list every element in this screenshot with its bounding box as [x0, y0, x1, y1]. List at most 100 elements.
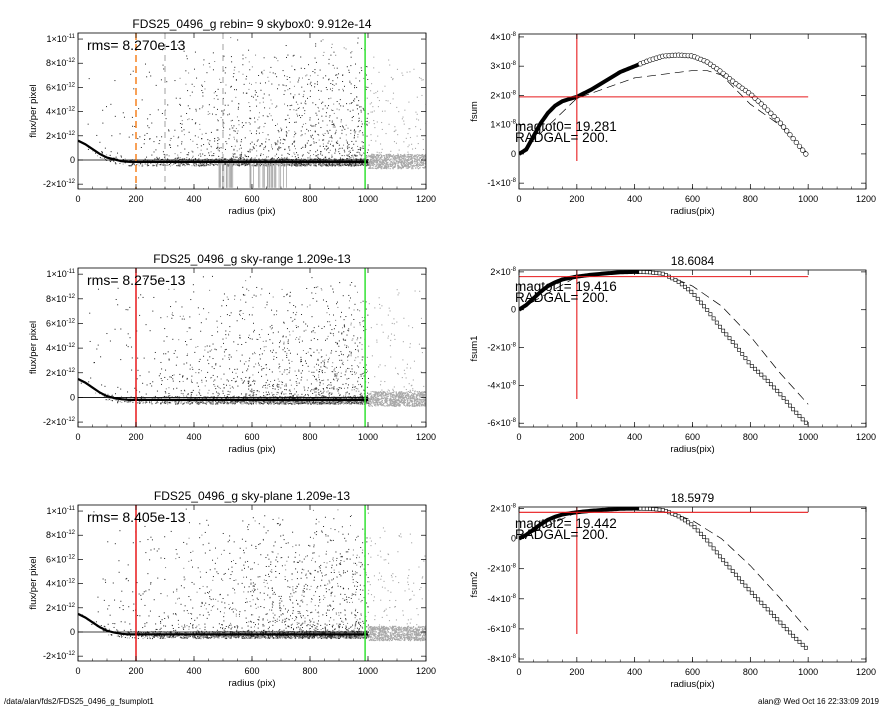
data-point: [181, 143, 183, 145]
data-point: [422, 155, 424, 157]
data-point: [385, 160, 387, 162]
data-point: [179, 157, 181, 159]
data-point: [239, 313, 241, 315]
data-point: [236, 164, 238, 166]
data-point: [139, 136, 141, 138]
data-point: [320, 153, 322, 155]
data-point: [307, 157, 309, 159]
data-point: [402, 166, 404, 168]
data-point: [397, 162, 399, 164]
data-point: [247, 162, 249, 164]
data-point: [261, 369, 263, 371]
data-point: [249, 82, 251, 84]
data-point: [276, 383, 278, 385]
data-point: [271, 148, 273, 150]
data-point: [277, 160, 279, 162]
data-point: [264, 147, 266, 149]
data-point: [332, 87, 334, 89]
data-point: [133, 163, 135, 165]
data-point: [335, 131, 337, 133]
data-point: [213, 106, 215, 108]
data-point: [387, 155, 389, 157]
data-point: [292, 320, 294, 322]
data-point: [229, 331, 231, 333]
data-point: [378, 163, 380, 165]
data-point: [262, 158, 264, 161]
data-point: [355, 130, 357, 132]
data-point: [392, 156, 394, 158]
data-point: [379, 161, 381, 163]
data-point: [158, 375, 160, 377]
data-point: [354, 85, 356, 87]
data-point: [397, 155, 400, 157]
data-point: [227, 165, 229, 167]
data-point: [339, 158, 341, 161]
data-point: [131, 163, 133, 166]
data-point: [270, 99, 272, 101]
data-point: [357, 351, 359, 353]
data-point: [226, 142, 228, 144]
data-point: [358, 131, 360, 133]
data-point: [336, 117, 338, 119]
data-point: [301, 77, 303, 79]
data-point: [238, 165, 240, 167]
data-point: [381, 166, 383, 168]
y-tick-label: 4×10-8: [490, 32, 516, 42]
data-point: [329, 88, 331, 90]
data-point: [323, 135, 325, 137]
data-point: [350, 102, 352, 104]
data-point: [359, 147, 361, 149]
data-point: [239, 157, 241, 159]
data-point: [390, 158, 392, 160]
data-point: [276, 163, 278, 165]
data-point: [416, 158, 418, 160]
data-point: [215, 158, 218, 160]
data-point: [289, 389, 291, 391]
data-point: [403, 155, 405, 157]
data-point: [323, 379, 325, 381]
data-point: [373, 110, 375, 112]
data-point: [244, 137, 246, 139]
data-point: [234, 89, 236, 91]
data-point: [338, 109, 340, 111]
data-point: [421, 164, 423, 166]
data-point: [279, 142, 281, 144]
data-point: [397, 160, 399, 162]
data-point: [189, 327, 191, 329]
data-point: [385, 160, 387, 162]
data-point: [315, 155, 317, 157]
data-point: [306, 379, 308, 381]
data-point: [371, 155, 373, 157]
data-point: [276, 76, 278, 78]
data-point: [240, 158, 242, 160]
data-point: [325, 354, 327, 356]
data-point: [382, 167, 385, 169]
data-point: [245, 394, 247, 396]
data-point: [242, 286, 244, 288]
data-point: [123, 116, 125, 118]
data-point: [186, 354, 188, 356]
data-point: [333, 112, 335, 114]
data-point: [198, 163, 200, 165]
data-point: [294, 159, 296, 161]
data-point: [256, 162, 258, 164]
data-point: [272, 394, 274, 396]
data-point: [142, 163, 144, 165]
data-point: [242, 160, 244, 162]
data-point: [327, 131, 329, 133]
data-point: [356, 108, 358, 110]
data-point: [177, 145, 179, 147]
data-point: [209, 289, 211, 291]
data-point: [377, 106, 379, 108]
data-point: [197, 154, 199, 156]
data-point: [295, 338, 297, 340]
data-point: [325, 75, 327, 77]
data-point: [310, 135, 312, 137]
data-point: [234, 66, 236, 68]
data-point: [233, 395, 235, 397]
data-point: [317, 118, 319, 120]
data-point: [421, 154, 423, 156]
data-point: [256, 165, 258, 167]
data-point: [343, 163, 345, 165]
